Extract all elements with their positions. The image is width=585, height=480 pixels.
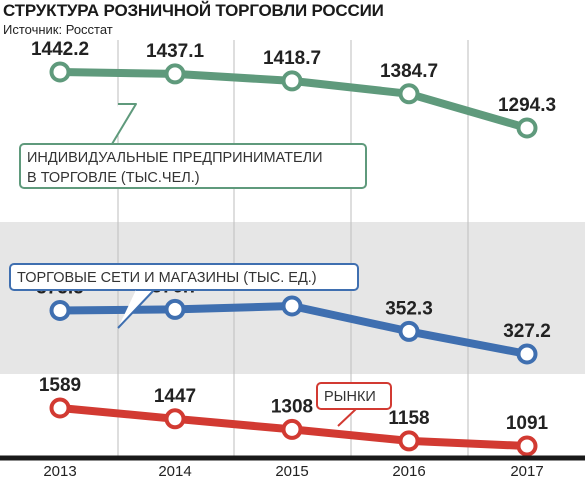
series-label: ИНДИВИДУАЛЬНЫЕ ПРЕДПРИНИМАТЕЛИ — [27, 150, 323, 166]
data-point — [49, 61, 71, 83]
x-tick-label: 2015 — [275, 463, 308, 480]
callout-pointer — [111, 103, 137, 145]
chart-title: СТРУКТУРА РОЗНИЧНОЙ ТОРГОВЛИ РОССИИ — [3, 1, 384, 20]
callouts: ИНДИВИДУАЛЬНЫЕ ПРЕДПРИНИМАТЕЛИ В ТОРГОВЛЕ… — [9, 103, 392, 427]
data-label: 1384.7 — [380, 61, 438, 82]
x-tick-label: 2016 — [392, 463, 425, 480]
data-point — [164, 408, 186, 430]
data-point — [281, 418, 303, 440]
data-label: 1158 — [388, 408, 429, 429]
data-label: 352.3 — [385, 298, 433, 319]
x-tick-label: 2017 — [510, 463, 543, 480]
series-label: ТОРГОВЫЕ СЕТИ И МАГАЗИНЫ (ТЫС. ЕД.) — [17, 270, 317, 286]
callout-pointer — [117, 289, 155, 329]
callout-box — [9, 263, 359, 291]
data-label: 1294.3 — [498, 95, 556, 116]
x-tick-label: 2014 — [158, 463, 191, 480]
data-label: 327.2 — [503, 321, 551, 342]
callout-pointer — [337, 408, 357, 427]
callout-green: ИНДИВИДУАЛЬНЫЕ ПРЕДПРИНИМАТЕЛИ В ТОРГОВЛЕ… — [19, 103, 367, 189]
callout-box — [19, 143, 367, 189]
callout-red: РЫНКИ — [316, 382, 392, 427]
data-point — [164, 63, 186, 85]
data-point — [49, 397, 71, 419]
data-point — [398, 83, 420, 105]
data-point — [49, 300, 71, 321]
data-point — [516, 343, 538, 365]
data-label: 1437.1 — [146, 41, 205, 62]
data-point — [516, 435, 538, 457]
data-point — [164, 298, 186, 320]
data-label: 1447 — [154, 386, 196, 407]
data-label: 1091 — [506, 413, 549, 434]
data-label: 1442.2 — [31, 39, 89, 60]
series-label: РЫНКИ — [324, 389, 376, 405]
x-tick-label: 2013 — [43, 463, 76, 480]
data-point — [281, 295, 303, 317]
x-axis: 2013 2014 2015 2016 2017 — [0, 455, 585, 480]
data-point — [516, 117, 538, 139]
data-label: 1418.7 — [263, 48, 321, 69]
series-red: 1589 1447 1308 1158 1091 — [39, 375, 549, 457]
chart-source: Источник: Росстат — [3, 22, 113, 37]
data-label: 1308 — [271, 396, 313, 417]
data-point — [398, 430, 420, 452]
data-point — [398, 320, 420, 342]
series-label: В ТОРГОВЛЕ (ТЫС.ЧЕЛ.) — [27, 170, 200, 186]
callout-blue: ТОРГОВЫЕ СЕТИ И МАГАЗИНЫ (ТЫС. ЕД.) — [9, 263, 359, 329]
data-label: 1589 — [39, 375, 81, 396]
data-point — [281, 70, 303, 92]
series-green: 1442.2 1437.1 1418.7 1384.7 1294.3 — [31, 39, 556, 139]
